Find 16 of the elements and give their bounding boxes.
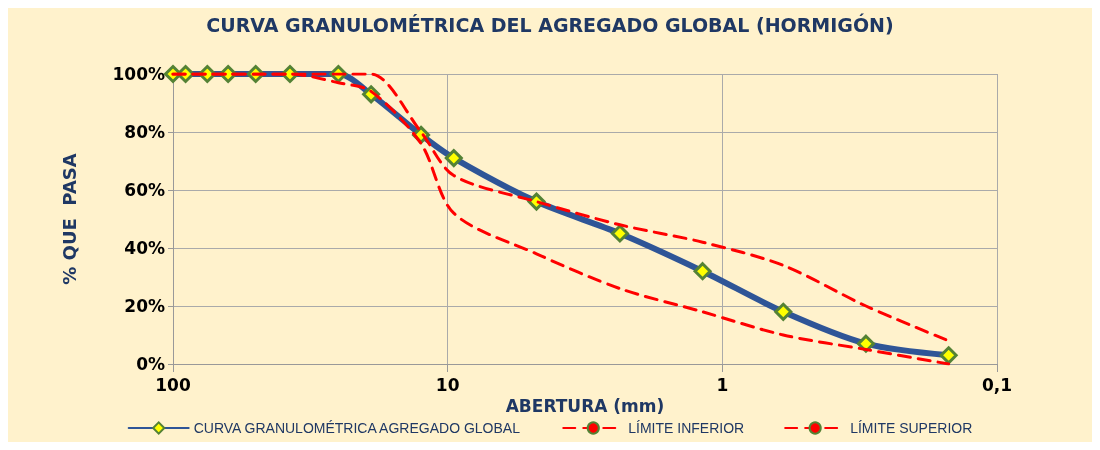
y-tick-label: 0% [136, 354, 165, 374]
y-axis-title: % QUE PASA [58, 153, 80, 285]
x-tick-label: 10 [435, 374, 460, 395]
chart-title: CURVA GRANULOMÉTRICA DEL AGREGADO GLOBAL (HORMIGÓN) [206, 12, 894, 36]
y-tick-label: 60% [124, 180, 165, 200]
y-tick-label: 100% [112, 64, 165, 84]
x-tick-label: 0,1 [981, 374, 1013, 395]
x-tick-label: 100 [155, 374, 191, 395]
y-tick-label: 40% [124, 238, 165, 258]
legend-label: CURVA GRANULOMÉTRICA AGREGADO GLOBAL [193, 420, 521, 436]
x-tick-label: 1 [716, 374, 729, 395]
legend-label: LÍMITE SUPERIOR [850, 420, 973, 436]
y-tick-label: 80% [124, 122, 165, 142]
legend-label: LÍMITE INFERIOR [628, 420, 745, 436]
x-axis-title: ABERTURA (mm) [505, 396, 665, 417]
y-tick-label: 20% [124, 296, 165, 316]
